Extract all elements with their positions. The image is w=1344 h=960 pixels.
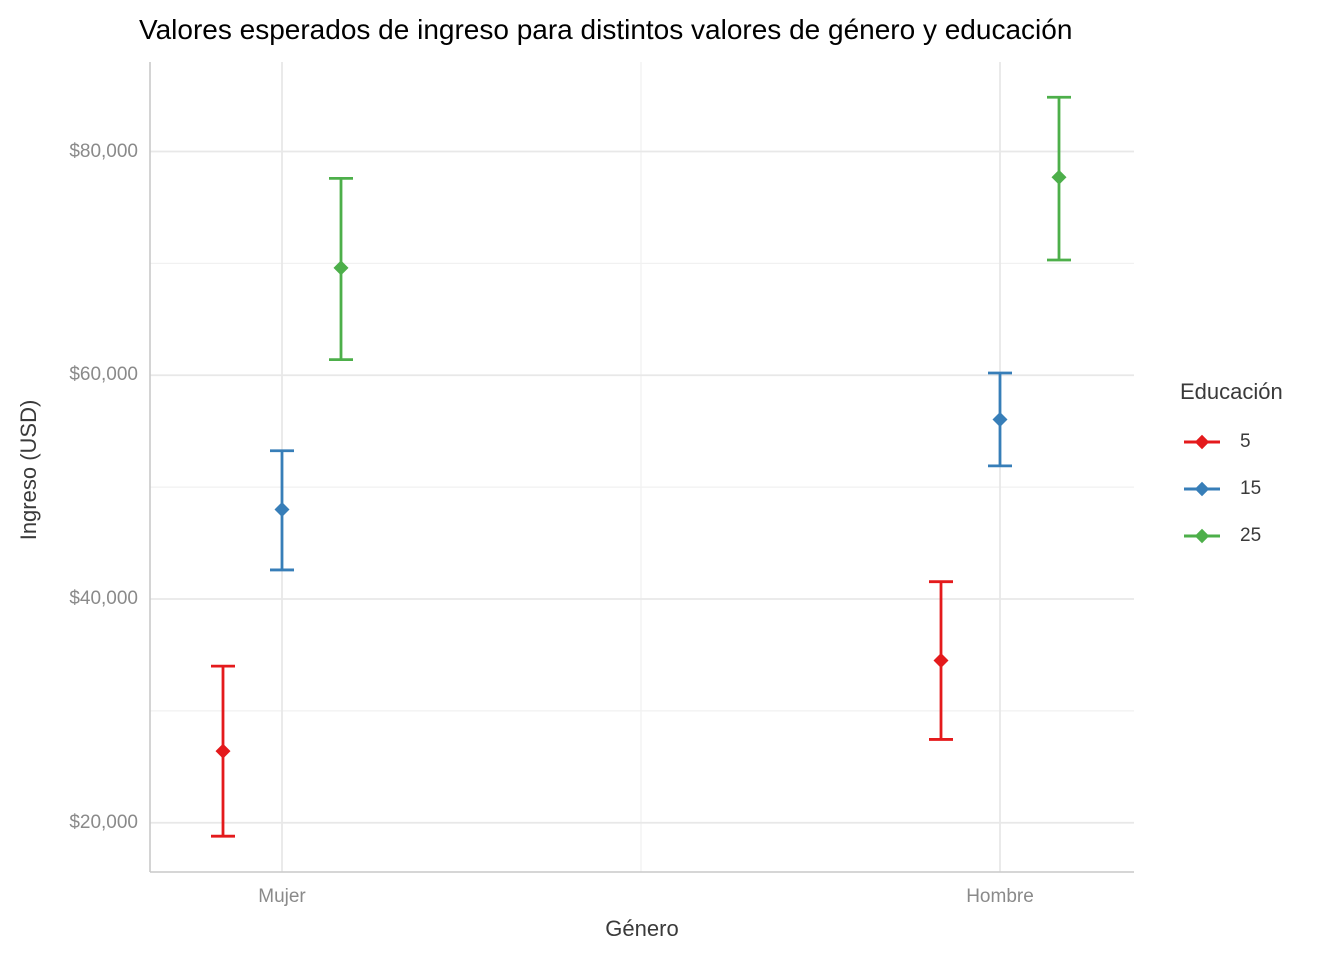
legend-item-label: 15: [1240, 478, 1262, 499]
legend-key-pointrange-icon: [1184, 481, 1220, 497]
chart-title: Valores esperados de ingreso para distin…: [139, 14, 1073, 45]
point-estimate: [1051, 169, 1067, 185]
pointrange-edu25-Mujer: [329, 176, 353, 361]
y-tick-label: $40,000: [69, 588, 138, 610]
legend-item-label: 5: [1240, 431, 1251, 452]
y-tick-label: $60,000: [69, 364, 138, 386]
pointrange-edu5-Hombre: [929, 580, 953, 741]
legend-title: Educación: [1180, 379, 1283, 404]
legend-item-label: 25: [1240, 525, 1262, 546]
legend: Educación 5 15 25: [1180, 378, 1283, 573]
point-estimate: [215, 743, 231, 759]
point-estimate: [333, 260, 349, 276]
pointrange-edu5-Mujer: [211, 664, 235, 838]
pointrange-edu25-Hombre: [1047, 95, 1071, 262]
y-tick-label: $20,000: [69, 811, 138, 833]
legend-item: 5: [1180, 431, 1283, 452]
legend-key-pointrange-icon: [1184, 434, 1220, 450]
point-estimate: [933, 653, 949, 669]
legend-item: 15: [1180, 478, 1283, 499]
legend-items: 5 15 25: [1180, 431, 1283, 546]
x-axis-title: Género: [605, 916, 679, 941]
pointrange-edu15-Hombre: [988, 371, 1012, 468]
legend-key-pointrange-icon: [1184, 528, 1220, 544]
legend-item: 25: [1180, 525, 1283, 546]
point-estimate: [274, 502, 290, 518]
pointrange-edu15-Mujer: [270, 449, 294, 572]
x-tick-label: Hombre: [966, 886, 1034, 907]
point-estimate: [992, 411, 1008, 427]
y-tick-label: $80,000: [69, 140, 138, 162]
x-tick-label: Mujer: [258, 886, 306, 907]
